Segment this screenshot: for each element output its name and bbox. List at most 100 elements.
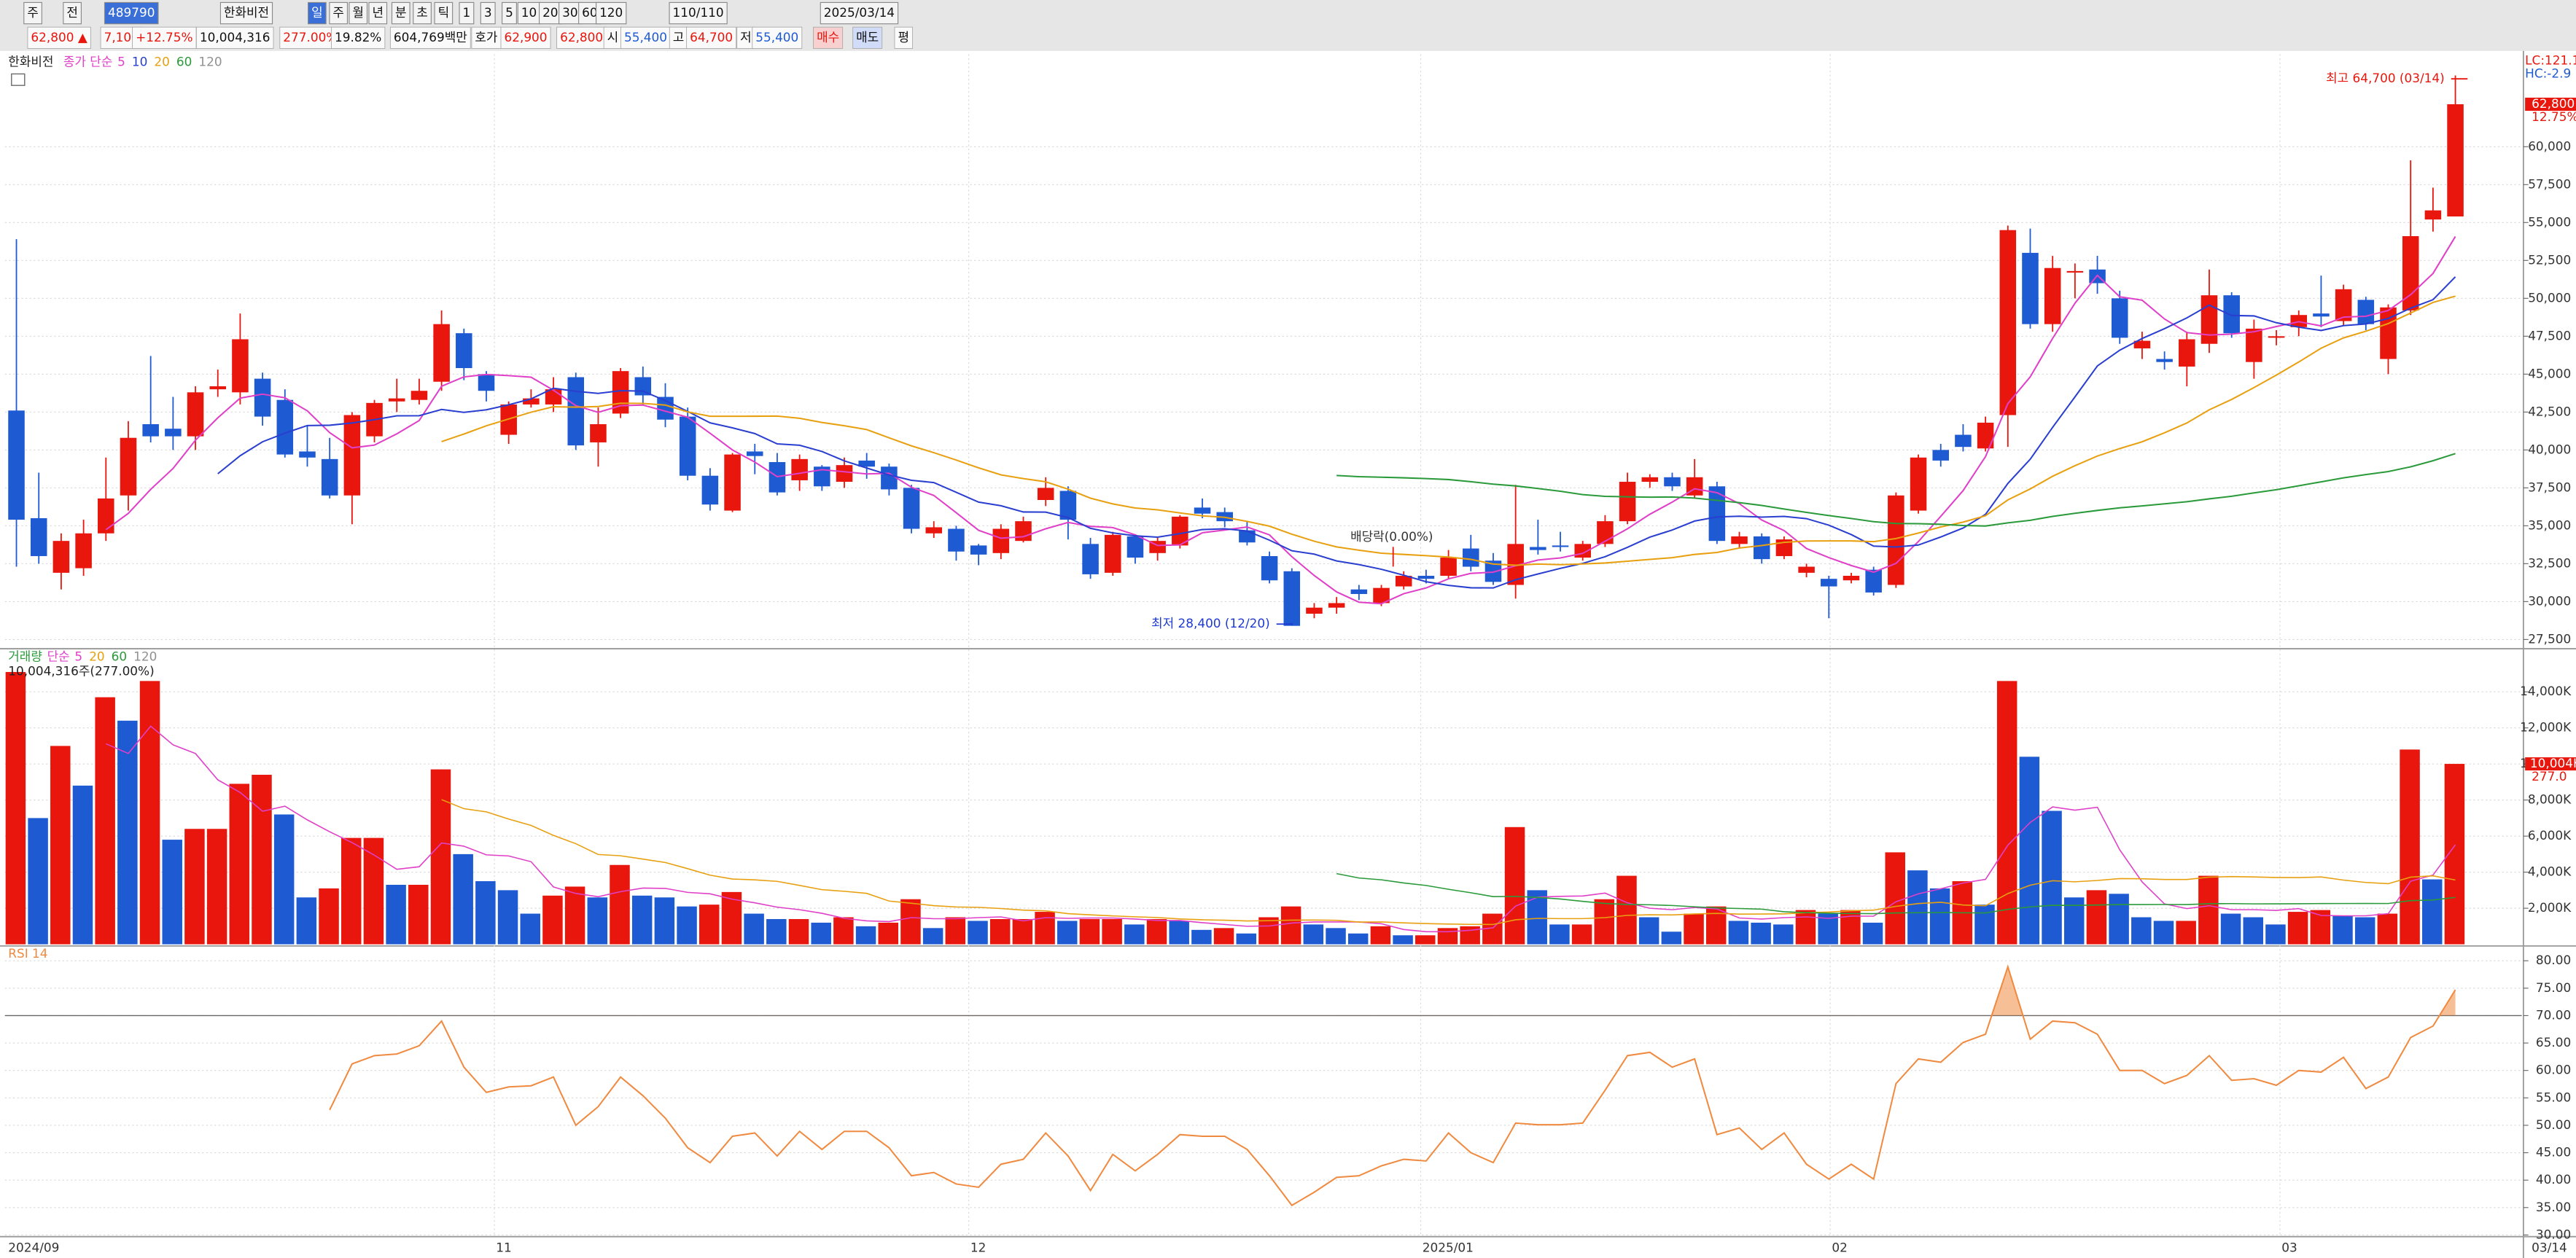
quote-field: 604,769백만 — [394, 30, 467, 44]
button-frame[interactable] — [368, 1, 388, 25]
legend-entry: 5 — [74, 649, 82, 663]
volume-bar — [677, 906, 697, 945]
toolbar-button[interactable]: 월 — [352, 5, 364, 20]
toolbar-button[interactable]: 전 — [66, 5, 78, 20]
volume-bar — [1549, 924, 1570, 945]
x-tick-label: 03 — [2281, 1240, 2297, 1254]
candle-body — [1842, 576, 1860, 581]
candle-body — [2111, 298, 2128, 338]
toolbar-button[interactable]: 초 — [416, 5, 428, 20]
button-frame[interactable] — [669, 1, 728, 25]
volume-bar — [1347, 933, 1369, 945]
volume-bar — [1280, 906, 1301, 945]
volume-bar — [922, 928, 943, 945]
field-frame — [736, 26, 755, 49]
toolbar-button[interactable]: 489790 — [108, 5, 155, 20]
volume-bar — [1213, 928, 1234, 945]
x-tick-label: 2024/09 — [8, 1240, 59, 1254]
button-frame[interactable] — [104, 1, 159, 25]
field-frame — [195, 26, 274, 49]
candle-body — [187, 392, 204, 437]
volume-bar — [1437, 928, 1458, 945]
button-frame[interactable] — [459, 1, 475, 25]
toolbar-button[interactable]: 110/110 — [673, 5, 724, 20]
candle-body — [1641, 477, 1659, 483]
toolbar-button[interactable]: 120 — [599, 5, 623, 20]
volume-bar — [631, 895, 653, 945]
candle-body — [1552, 545, 1569, 547]
button-frame[interactable] — [391, 1, 410, 25]
volume-bar — [1393, 935, 1413, 945]
candle-body — [478, 374, 495, 391]
toolbar-button[interactable]: 년 — [372, 5, 384, 20]
button-frame[interactable] — [63, 1, 82, 25]
toolbar-button[interactable]: 일 — [311, 5, 323, 20]
toolbar-button[interactable]: 주 — [27, 5, 39, 20]
button-frame[interactable] — [539, 1, 562, 25]
field-frame — [471, 26, 502, 49]
candle-body — [2402, 236, 2419, 310]
candle-body — [2201, 295, 2218, 344]
toolbar-button[interactable]: 3 — [484, 5, 492, 20]
x-tick-label: 2025/01 — [1423, 1240, 1474, 1254]
button-frame[interactable] — [434, 1, 454, 25]
field-frame — [556, 26, 607, 49]
toolbar-button[interactable]: 1 — [463, 5, 471, 20]
button-frame[interactable] — [219, 1, 273, 25]
ma-line — [1336, 453, 2456, 527]
toolbar-button[interactable]: 10 — [521, 5, 537, 20]
volume-info: 10,004,316주(277.00%) — [8, 664, 154, 679]
field-frame — [389, 26, 471, 49]
button-frame[interactable] — [480, 1, 496, 25]
field-frame[interactable] — [894, 26, 913, 49]
toolbar-button[interactable]: 주 — [332, 5, 344, 20]
volume-bar — [1124, 924, 1145, 945]
button-frame[interactable] — [308, 1, 327, 25]
toolbar-button[interactable]: 30 — [562, 5, 577, 20]
legend-entry: 20 — [154, 55, 169, 69]
button-frame[interactable] — [329, 1, 348, 25]
toolbar-button[interactable]: 한화비전 — [224, 5, 269, 20]
toolbar-button[interactable]: 분 — [395, 5, 407, 20]
y-tick-label: 57,500 — [2528, 176, 2571, 191]
volume-bar — [453, 853, 473, 945]
toolbar-button[interactable]: 2025/03/14 — [824, 5, 895, 20]
button-frame[interactable] — [502, 1, 517, 25]
toolbar-button[interactable]: 20 — [542, 5, 558, 20]
icon[interactable] — [11, 73, 26, 86]
button-frame[interactable] — [820, 1, 899, 25]
toolbar-button[interactable]: 5 — [505, 5, 513, 20]
annotation-high: 최고 64,700 (03/14) — [2326, 71, 2445, 85]
candle-body — [75, 533, 92, 569]
quote-field[interactable]: 매수 — [817, 30, 839, 44]
volume-bar — [1012, 918, 1033, 945]
volume-bar — [1728, 921, 1749, 945]
button-frame[interactable] — [596, 1, 627, 25]
volume-bar — [497, 890, 518, 945]
quote-field[interactable]: 매도 — [856, 30, 879, 44]
field-frame — [27, 26, 91, 49]
quote-field[interactable]: 평 — [898, 30, 909, 44]
candle-body — [814, 466, 830, 487]
button-frame[interactable] — [413, 1, 432, 25]
field-frame — [132, 26, 197, 49]
annotation-low: 최저 28,400 (12/20) — [1151, 616, 1270, 630]
y-tick-label: 75.00 — [2536, 980, 2571, 995]
y-tick-label: 50,000 — [2528, 290, 2571, 305]
button-frame[interactable] — [517, 1, 541, 25]
toolbar-button[interactable]: 틱 — [438, 5, 450, 20]
button-frame[interactable] — [23, 1, 42, 25]
volume-bar — [2176, 921, 2196, 945]
candle-body — [903, 488, 920, 529]
field-frame[interactable] — [813, 26, 844, 49]
y-tick-label: 60,000 — [2528, 138, 2571, 153]
candle-body — [165, 429, 182, 437]
legend-entry: 20 — [89, 649, 104, 663]
volume-bar — [95, 697, 115, 945]
button-frame[interactable] — [349, 1, 368, 25]
volume-ma-line — [441, 799, 2456, 926]
legend-entry: 종가 단순 — [63, 55, 112, 69]
field-frame[interactable] — [852, 26, 883, 49]
quote-field: 277.00% — [283, 30, 338, 44]
toolbar-button[interactable]: 60 — [582, 5, 597, 20]
